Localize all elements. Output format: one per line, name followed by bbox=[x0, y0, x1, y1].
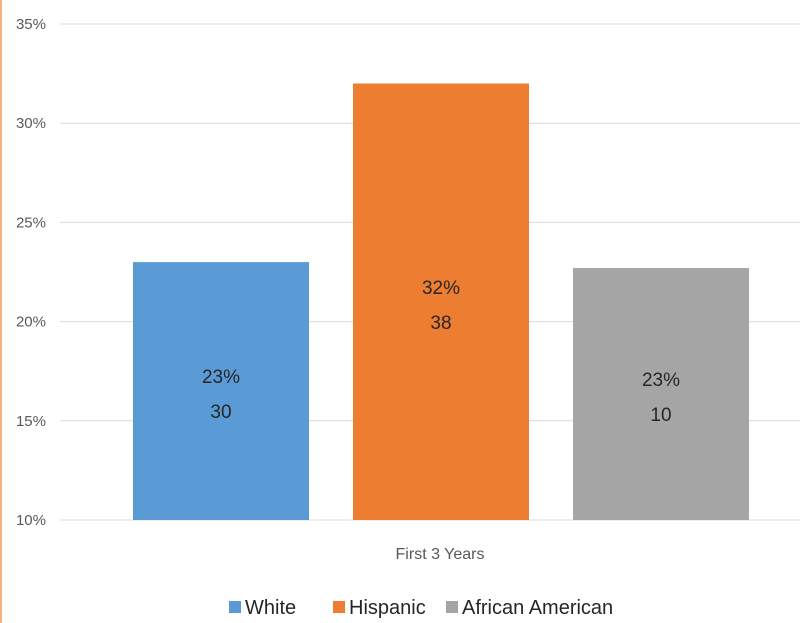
data-label-count: 30 bbox=[210, 402, 231, 423]
y-tick-label: 35% bbox=[16, 16, 46, 33]
x-category-label: First 3 Years bbox=[396, 546, 485, 563]
data-label-count: 10 bbox=[650, 405, 671, 426]
bar-white bbox=[133, 262, 309, 520]
y-tick-label: 30% bbox=[16, 115, 46, 132]
data-label-count: 38 bbox=[430, 313, 451, 334]
data-labels: 23% 30 32% 38 23% 10 bbox=[202, 278, 680, 426]
legend: White Hispanic African American bbox=[229, 597, 613, 619]
y-axis-ticks: 10% 15% 20% 25% 30% 35% bbox=[16, 16, 46, 529]
legend-label: Hispanic bbox=[349, 597, 426, 619]
legend-label: White bbox=[245, 597, 296, 619]
bars bbox=[133, 83, 749, 521]
legend-swatch bbox=[333, 601, 345, 613]
y-tick-label: 20% bbox=[16, 314, 46, 331]
bar-hispanic bbox=[353, 83, 529, 521]
y-tick-label: 25% bbox=[16, 214, 46, 231]
data-label-percent: 23% bbox=[202, 367, 240, 388]
bar-african-american bbox=[573, 268, 749, 520]
legend-swatch bbox=[446, 601, 458, 613]
y-tick-label: 15% bbox=[16, 413, 46, 430]
data-label-percent: 32% bbox=[422, 278, 460, 299]
left-border bbox=[0, 0, 2, 623]
data-label-percent: 23% bbox=[642, 370, 680, 391]
legend-swatch bbox=[229, 601, 241, 613]
y-tick-label: 10% bbox=[16, 512, 46, 529]
legend-label: African American bbox=[462, 597, 613, 619]
